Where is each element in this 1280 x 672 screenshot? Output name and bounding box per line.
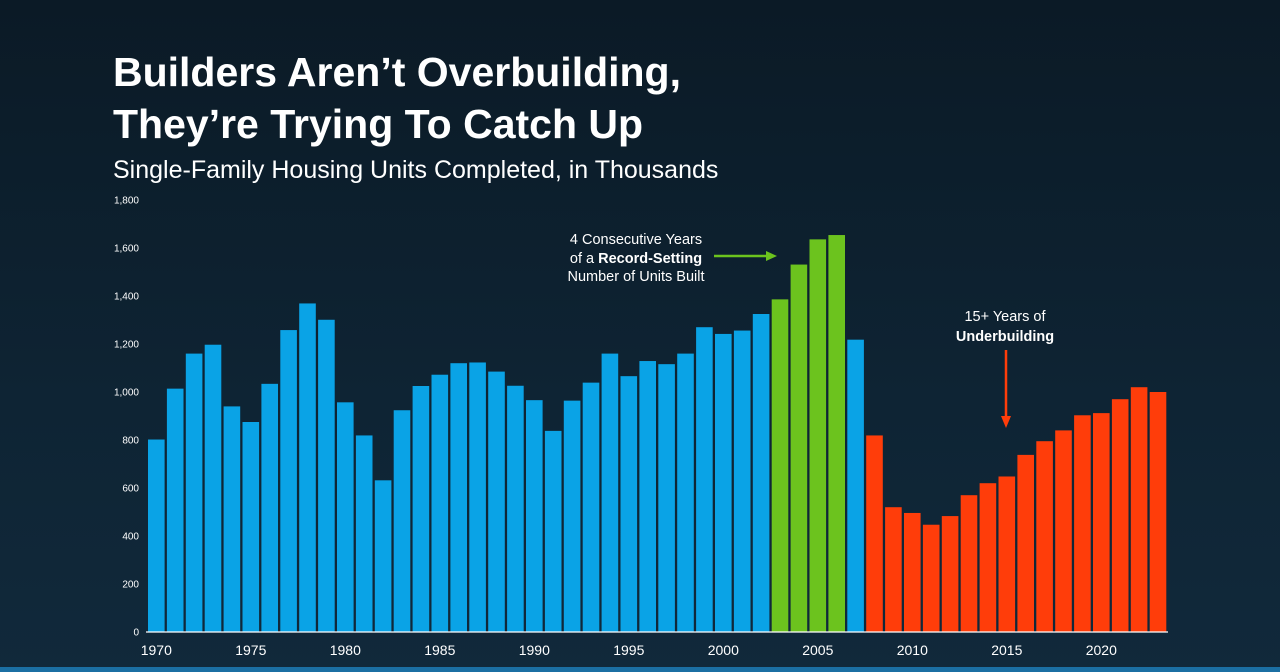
record-annotation: 4 Consecutive Years of a Record-Setting … <box>568 232 777 285</box>
underbuilding-annotation: 15+ Years of Underbuilding <box>956 309 1054 428</box>
y-tick-label: 1,600 <box>114 244 139 255</box>
bar-2015 <box>998 476 1016 632</box>
x-tick-label: 1985 <box>424 642 455 658</box>
bar-2013 <box>960 495 978 632</box>
record-annotation-bold: Record-Setting <box>598 251 702 267</box>
y-tick-label: 400 <box>122 532 139 543</box>
underbuilding-annotation-line-2: Underbuilding <box>956 329 1054 345</box>
bar-1978 <box>299 303 316 632</box>
bar-1976 <box>261 383 278 632</box>
bar-1987 <box>469 362 486 632</box>
x-tick-label: 2020 <box>1086 642 1117 658</box>
bar-1981 <box>355 435 373 632</box>
bar-1985 <box>431 374 449 632</box>
bar-1980 <box>337 402 354 632</box>
x-axis-ticks: 1970 1975 1980 1985 1990 1995 2000 2005 2010 2015… <box>141 642 1117 658</box>
record-annotation-line-2: of a Record-Setting <box>570 251 702 267</box>
bar-2019 <box>1074 415 1091 632</box>
bar-1977 <box>280 330 297 632</box>
bar-2000 <box>715 333 732 632</box>
bar-2020 <box>1093 413 1110 632</box>
bottom-accent-strip <box>0 667 1280 672</box>
bar-1971 <box>166 388 184 632</box>
bar-2011 <box>922 524 940 632</box>
x-tick-label: 2010 <box>897 642 928 658</box>
bar-1979 <box>318 319 335 632</box>
bar-2006 <box>828 235 845 633</box>
bar-2017 <box>1036 441 1053 632</box>
bar-2007 <box>847 339 864 632</box>
x-tick-label: 2015 <box>991 642 1022 658</box>
bar-2004 <box>790 264 808 632</box>
bar-1988 <box>488 371 505 632</box>
y-tick-label: 1,800 <box>114 196 139 207</box>
bar-2008 <box>866 435 883 632</box>
bars-group <box>148 235 1167 633</box>
bar-2002 <box>752 314 770 632</box>
record-annotation-prefix: of a <box>570 251 598 267</box>
bar-2016 <box>1017 454 1034 632</box>
chart-title-line-1: Builders Aren’t Overbuilding, <box>113 49 681 95</box>
y-axis-ticks: 0 200 400 600 800 1,000 1,200 1,400 1,600 1,800 <box>114 196 139 639</box>
bar-2018 <box>1055 430 1072 632</box>
y-tick-label: 200 <box>122 580 139 591</box>
bar-1989 <box>507 385 524 632</box>
bar-1998 <box>677 353 694 632</box>
bar-1984 <box>412 386 430 632</box>
y-tick-label: 1,400 <box>114 292 139 303</box>
y-tick-label: 600 <box>122 484 139 495</box>
underbuilding-annotation-line-1: 15+ Years of <box>964 309 1046 325</box>
bar-2021 <box>1111 399 1129 632</box>
bar-1997 <box>658 364 675 632</box>
y-tick-label: 1,000 <box>114 388 139 399</box>
bar-1991 <box>544 430 562 632</box>
chart-subtitle: Single-Family Housing Units Completed, i… <box>113 156 719 184</box>
bar-1994 <box>601 353 619 632</box>
underbuilding-arrow-head <box>1001 416 1011 428</box>
y-tick-label: 0 <box>133 628 139 639</box>
bar-1982 <box>374 480 392 632</box>
y-tick-label: 1,200 <box>114 340 139 351</box>
bar-1990 <box>526 400 543 632</box>
bar-1972 <box>185 353 203 632</box>
x-tick-label: 1975 <box>235 642 266 658</box>
bar-2005 <box>809 239 827 633</box>
bar-1999 <box>696 327 713 632</box>
bar-1983 <box>393 410 411 632</box>
bar-2023 <box>1149 392 1167 632</box>
bar-1974 <box>223 406 241 632</box>
x-tick-label: 2000 <box>708 642 739 658</box>
bar-2022 <box>1130 387 1148 632</box>
bar-2001 <box>733 330 751 632</box>
bar-2012 <box>941 516 959 632</box>
bar-1993 <box>582 382 600 632</box>
x-tick-label: 1995 <box>613 642 644 658</box>
x-tick-label: 1970 <box>141 642 172 658</box>
bar-1975 <box>242 422 260 632</box>
record-annotation-line-3: Number of Units Built <box>568 269 705 285</box>
bar-1973 <box>204 344 222 632</box>
record-annotation-line-1: 4 Consecutive Years <box>570 232 702 248</box>
bar-1996 <box>639 361 656 632</box>
chart-title: Builders Aren’t Overbuilding, They’re Tr… <box>113 46 681 150</box>
x-tick-label: 2005 <box>802 642 833 658</box>
bar-1986 <box>450 363 467 632</box>
x-tick-label: 1990 <box>519 642 550 658</box>
bar-2014 <box>979 483 997 632</box>
bar-1970 <box>148 439 165 632</box>
bar-2009 <box>885 507 902 632</box>
bar-1992 <box>563 400 581 632</box>
bar-2010 <box>904 512 921 632</box>
bar-2003 <box>771 299 789 632</box>
x-tick-label: 1980 <box>330 642 361 658</box>
chart-title-line-2: They’re Trying To Catch Up <box>113 101 644 147</box>
bar-1995 <box>620 376 638 632</box>
record-arrow-head <box>766 251 777 261</box>
y-tick-label: 800 <box>122 436 139 447</box>
